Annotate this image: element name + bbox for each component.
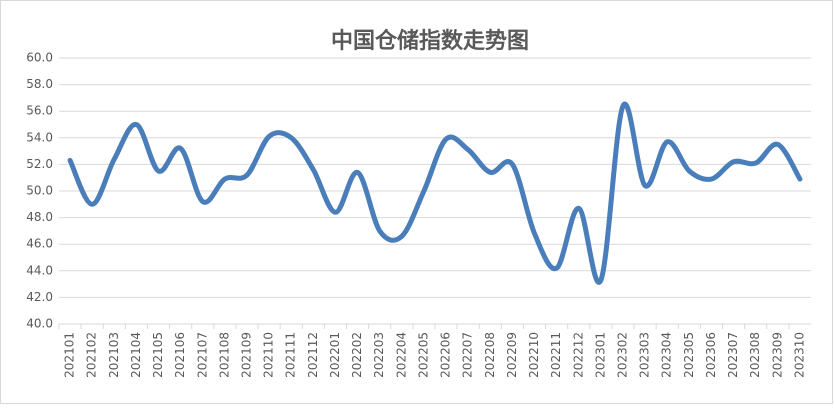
y-tick-label: 42.0 (26, 290, 53, 304)
x-tick-label: 202207 (461, 332, 475, 378)
x-tick-label: 202106 (173, 332, 187, 378)
y-tick-label: 44.0 (26, 263, 53, 277)
x-tick-label: 202205 (416, 332, 430, 378)
x-tick-label: 202108 (217, 332, 231, 378)
x-tick-label: 202109 (240, 332, 254, 378)
y-tick-label: 48.0 (26, 210, 53, 224)
x-tick-label: 202206 (439, 332, 453, 378)
x-tick-label: 202201 (328, 332, 342, 378)
x-tick-label: 202304 (660, 332, 674, 378)
x-tick-label: 202103 (107, 332, 121, 378)
x-tick-label: 202111 (284, 332, 298, 378)
x-tick-label: 202211 (549, 332, 563, 378)
y-tick-label: 40.0 (26, 317, 53, 331)
x-tick-label: 202102 (85, 332, 99, 378)
x-tick-label: 202210 (527, 332, 541, 378)
x-tick-label: 202306 (704, 332, 718, 378)
y-tick-label: 60.0 (26, 51, 53, 65)
x-tick-label: 202203 (372, 332, 386, 378)
x-tick-label: 202305 (682, 332, 696, 378)
x-tick-label: 202301 (593, 332, 607, 378)
x-tick-label: 202307 (726, 332, 740, 378)
y-tick-label: 56.0 (26, 104, 53, 118)
x-tick-label: 202309 (770, 332, 784, 378)
x-tick-label: 202303 (638, 332, 652, 378)
x-tick-label: 202310 (792, 332, 806, 378)
x-tick-label: 202308 (748, 332, 762, 378)
x-tick-label: 202202 (350, 332, 364, 378)
chart-title: 中国仓储指数走势图 (331, 28, 529, 54)
x-tick-label: 202209 (505, 332, 519, 378)
x-tick-label: 202204 (394, 332, 408, 378)
x-tick-label: 202107 (195, 332, 209, 378)
y-tick-label: 52.0 (26, 157, 53, 171)
data-line (67, 101, 803, 285)
x-tick-label: 202105 (151, 332, 165, 378)
y-tick-label: 58.0 (26, 77, 53, 91)
x-tick-label: 202112 (306, 332, 320, 378)
x-tick-label: 202208 (483, 332, 497, 378)
y-tick-label: 46.0 (26, 237, 53, 251)
x-tick-label: 202104 (129, 332, 143, 378)
x-tick-label: 202110 (262, 332, 276, 378)
y-tick-label: 50.0 (26, 184, 53, 198)
x-tick-label: 202212 (571, 332, 585, 378)
x-tick-label: 202302 (616, 332, 630, 378)
y-tick-label: 54.0 (26, 130, 53, 144)
x-tick-label: 202101 (63, 332, 77, 378)
